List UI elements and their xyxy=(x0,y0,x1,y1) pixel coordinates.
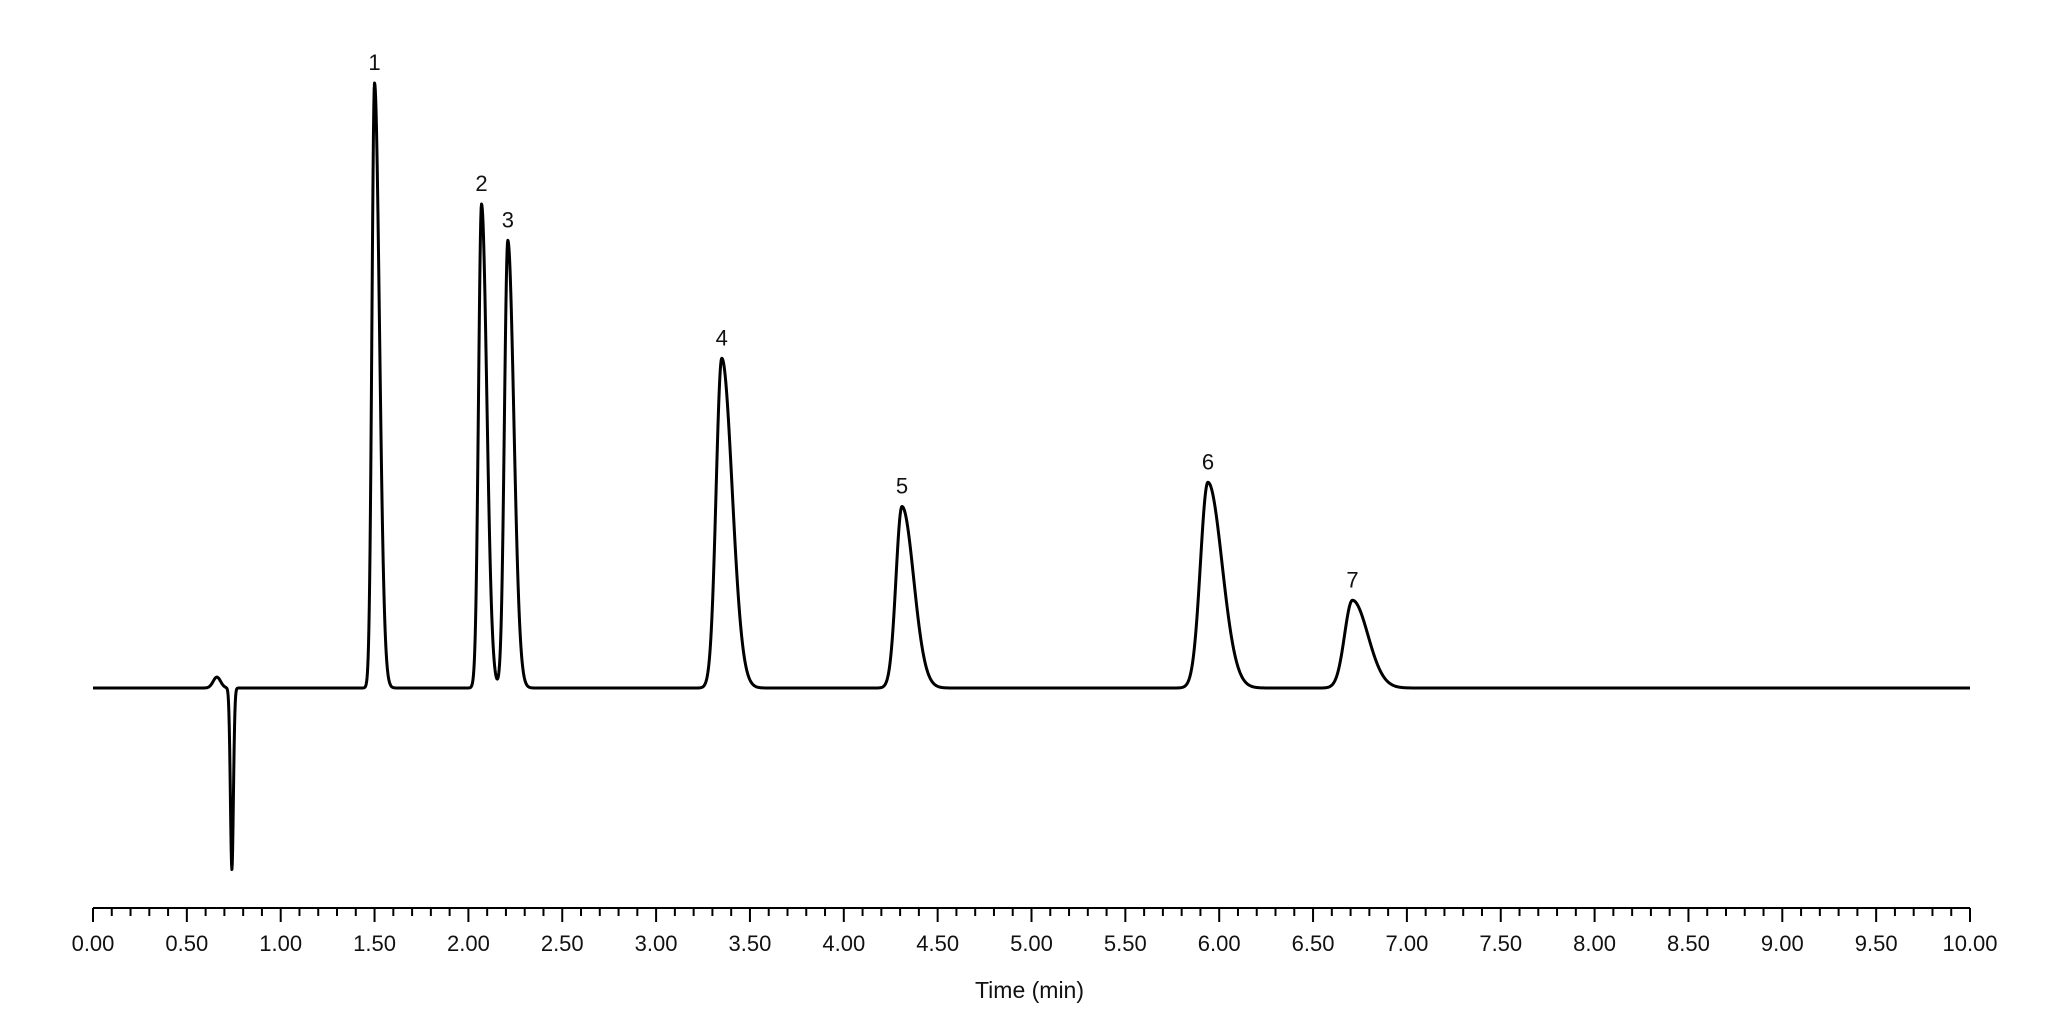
x-axis-tick-labels: 0.00 0.50 1.00 1.50 2.00 2.50 3.00 3.50 4.00 4.50… xyxy=(72,931,1998,956)
x-tick-label: 0.50 xyxy=(165,931,208,956)
chromatogram-trace xyxy=(91,81,1972,871)
x-tick-label: 1.50 xyxy=(353,931,396,956)
x-tick-label: 2.00 xyxy=(447,931,490,956)
x-tick-label: 3.50 xyxy=(729,931,772,956)
peak-label-7: 7 xyxy=(1346,567,1358,592)
x-tick-label: 6.50 xyxy=(1292,931,1335,956)
x-tick-label: 8.00 xyxy=(1573,931,1616,956)
x-tick-label: 7.50 xyxy=(1479,931,1522,956)
x-axis-ticks xyxy=(92,908,1971,922)
x-tick-label: 4.00 xyxy=(822,931,865,956)
peak-label-3: 3 xyxy=(502,207,514,232)
x-tick-label: 4.50 xyxy=(916,931,959,956)
peak-label-4: 4 xyxy=(716,325,728,350)
x-tick-label: 9.00 xyxy=(1761,931,1804,956)
peak-label-2: 2 xyxy=(475,171,487,196)
x-tick-label: 9.50 xyxy=(1855,931,1898,956)
x-tick-label: 7.00 xyxy=(1385,931,1428,956)
x-tick-label: 0.00 xyxy=(72,931,115,956)
x-tick-label: 10.00 xyxy=(1942,931,1997,956)
x-tick-label: 1.00 xyxy=(259,931,302,956)
x-axis-title: Time (min) xyxy=(975,977,1084,1003)
peak-label-1: 1 xyxy=(368,50,380,75)
x-tick-label: 2.50 xyxy=(541,931,584,956)
peak-label-5: 5 xyxy=(896,474,908,499)
x-tick-label: 3.00 xyxy=(635,931,678,956)
x-tick-label: 5.50 xyxy=(1104,931,1147,956)
x-tick-label: 6.00 xyxy=(1198,931,1241,956)
x-tick-label: 8.50 xyxy=(1667,931,1710,956)
peak-label-6: 6 xyxy=(1202,449,1214,474)
x-tick-label: 5.00 xyxy=(1010,931,1053,956)
